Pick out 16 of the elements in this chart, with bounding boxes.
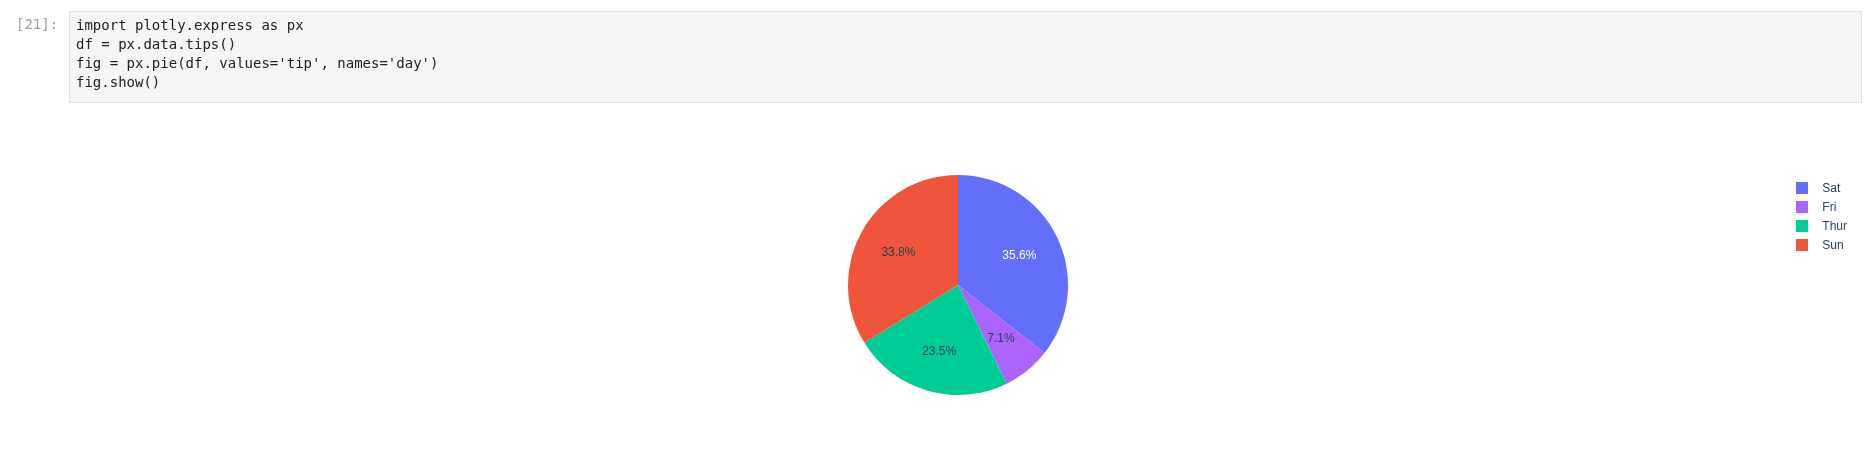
data-label: 35.6% [1002,248,1037,263]
text: df = px.data.tips() [76,35,238,54]
data-label: 33.8% [881,244,916,259]
pie-slice [848,175,958,343]
text: [21]: [16,16,59,32]
data-label: 23.5% [922,343,957,358]
legend-label: Sat [1822,180,1841,195]
text: fig = px.pie(df, values='tip', names='day') [76,54,440,73]
pie-slice [958,175,1068,353]
legend-label: Thur [1822,218,1847,233]
pie-slice [958,285,1045,384]
data-label: 7.1% [987,330,1015,345]
text: import plotly.express as px [76,16,305,35]
legend-label: Fri [1822,199,1837,214]
text: fig.show() [76,73,162,92]
legend-label: Sun [1822,237,1844,252]
